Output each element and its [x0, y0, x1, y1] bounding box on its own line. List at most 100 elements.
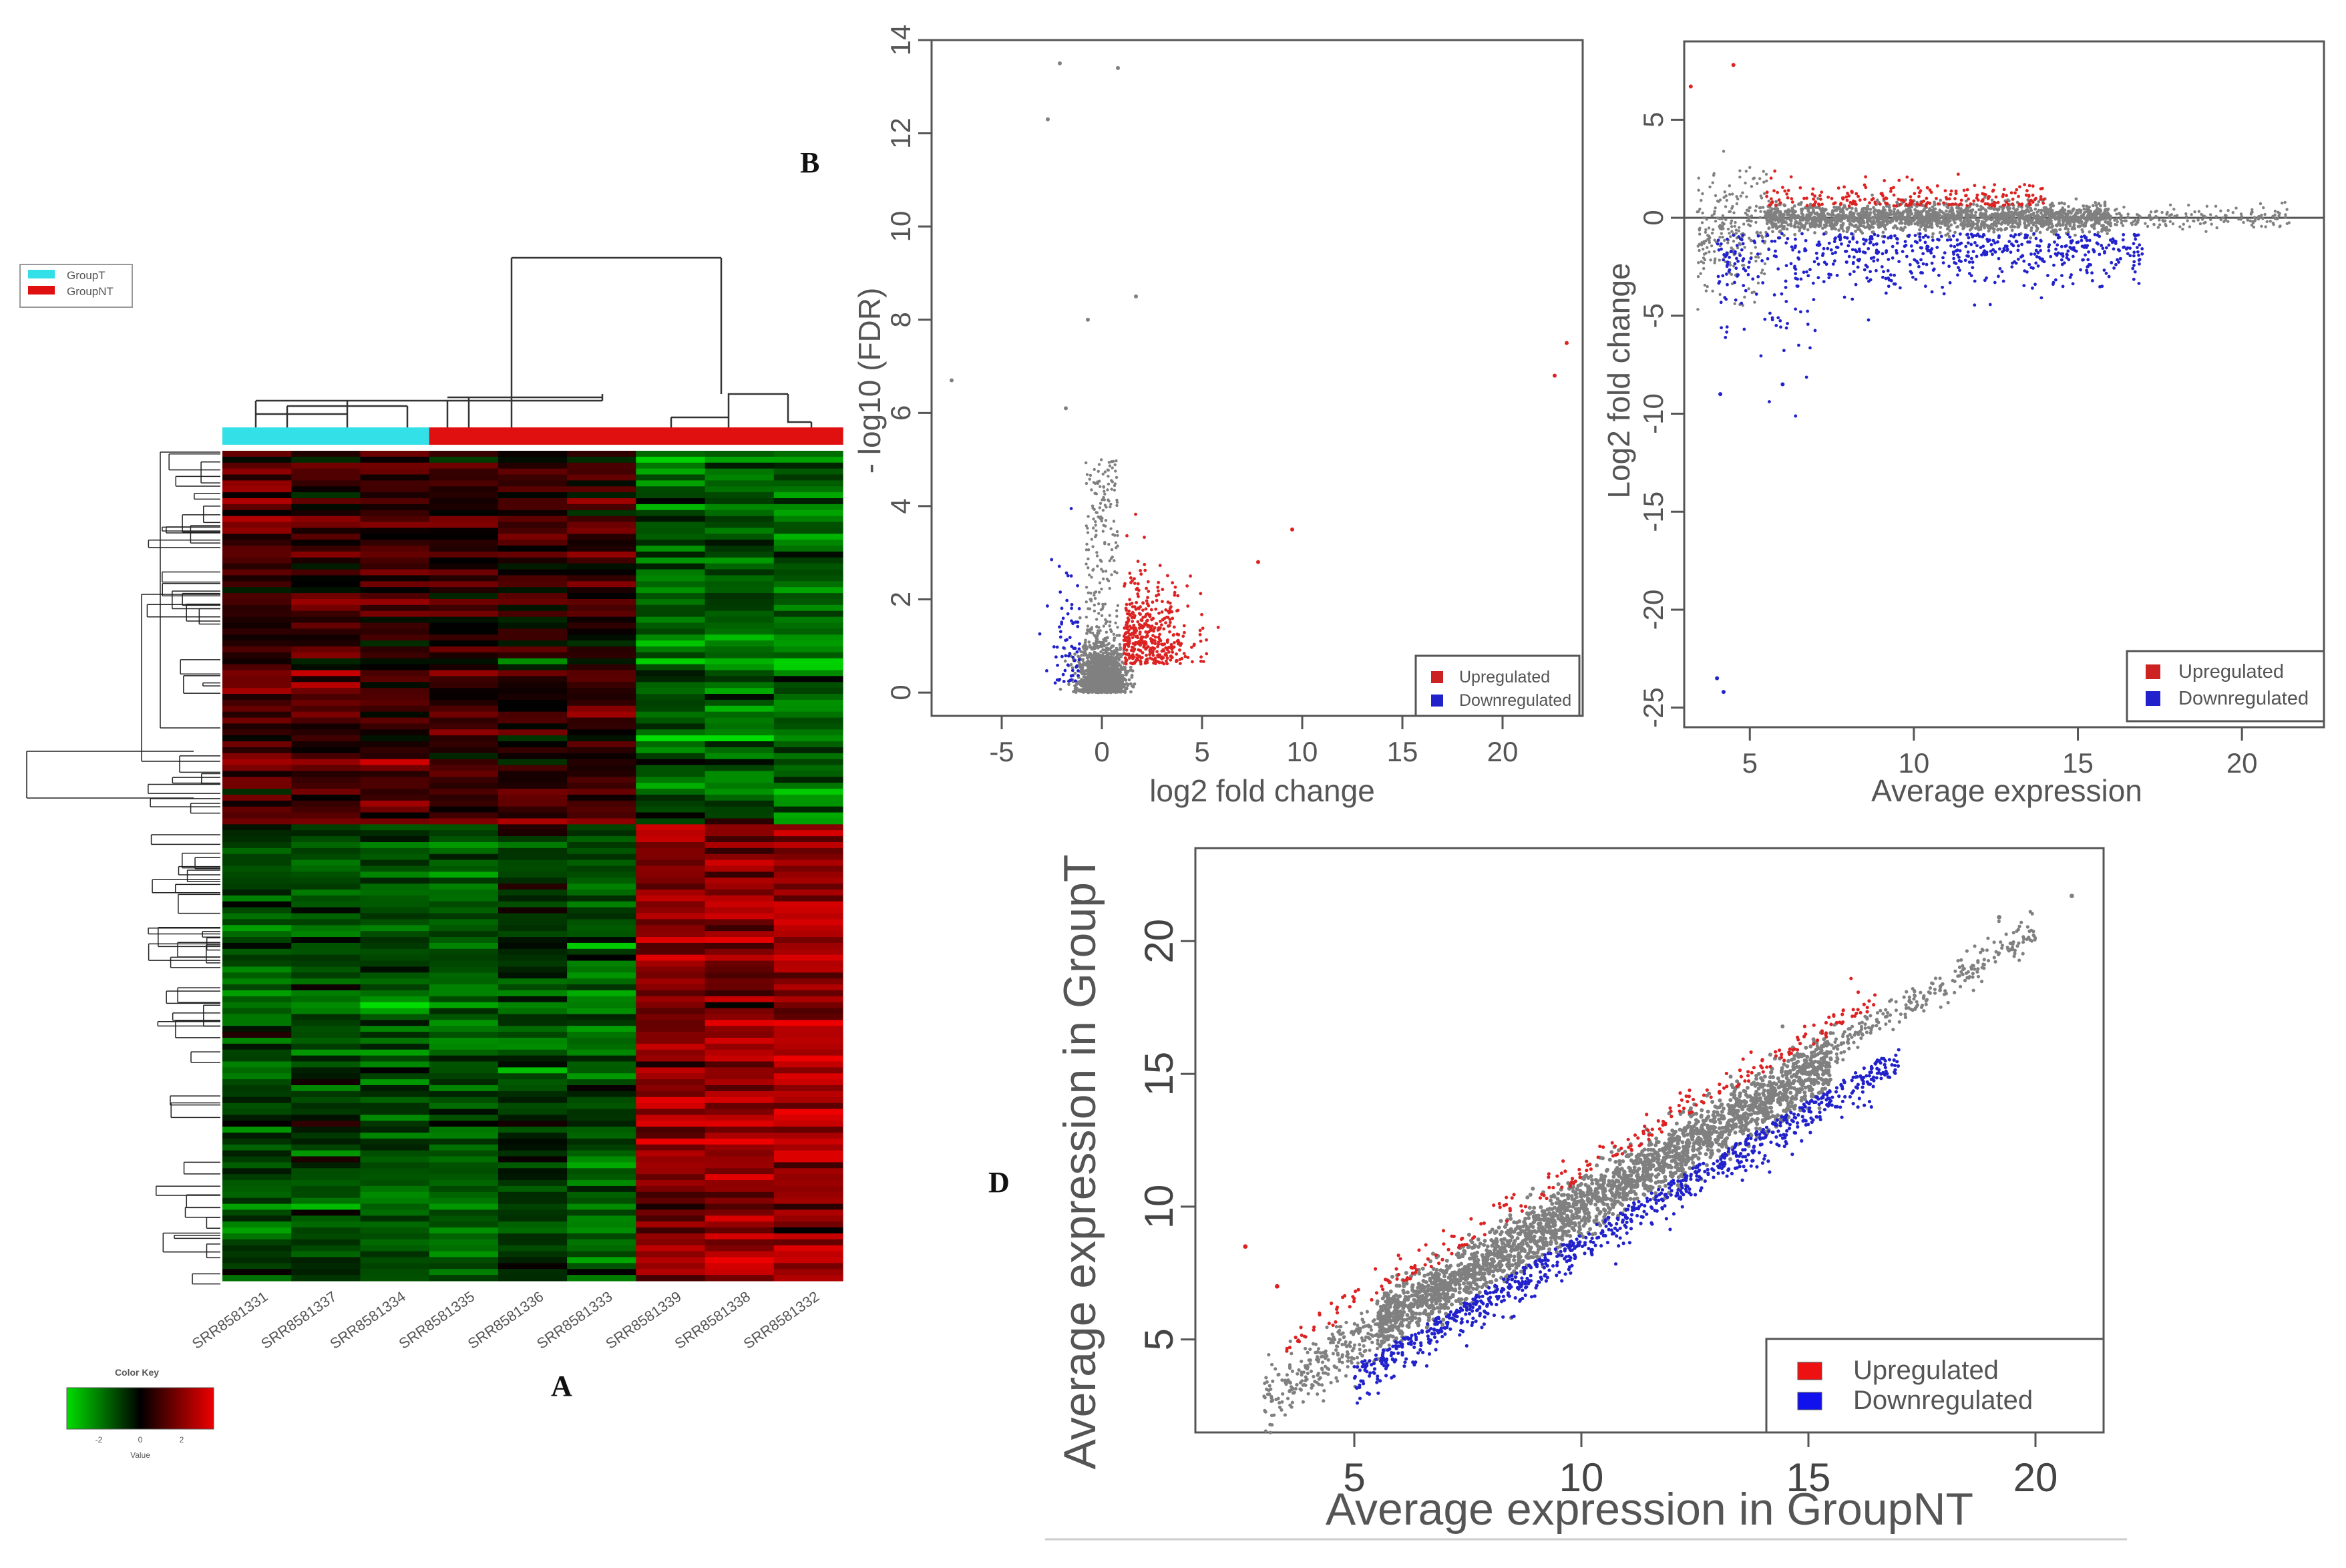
- heatmap-cell: [360, 581, 430, 588]
- data-point: [1950, 206, 1954, 210]
- dendrogram-branch: [152, 879, 220, 894]
- heatmap-cell: [567, 1115, 636, 1121]
- heatmap-cell: [705, 907, 775, 914]
- heatmap-cell: [429, 1150, 499, 1157]
- heatmap-cell: [705, 699, 775, 707]
- heatmap-cell: [773, 913, 843, 920]
- data-point: [1101, 684, 1105, 687]
- legend-swatch-down: [1431, 695, 1443, 707]
- heatmap-cell: [360, 646, 430, 653]
- data-point: [1115, 664, 1119, 668]
- heatmap-cell: [429, 699, 499, 707]
- data-point: [1103, 674, 1106, 678]
- heatmap-cell: [498, 1115, 568, 1121]
- heatmap-cell: [360, 516, 430, 523]
- heatmap-cell: [291, 824, 361, 831]
- heatmap-cell: [773, 1008, 843, 1015]
- data-point: [1136, 560, 1140, 563]
- heatmap-cell: [291, 1133, 361, 1139]
- data-point: [1871, 193, 1874, 197]
- data-point: [1849, 222, 1852, 226]
- data-point: [1113, 559, 1116, 562]
- data-point: [1822, 223, 1826, 227]
- data-point: [1117, 634, 1121, 637]
- heatmap-cell: [360, 925, 430, 932]
- column-dendrogram: [254, 256, 813, 427]
- heatmap-cell: [636, 1073, 706, 1080]
- heatmap-cell: [498, 1168, 568, 1175]
- heatmap-cell: [705, 492, 775, 499]
- heatmap-cell: [360, 551, 430, 558]
- data-point: [1146, 624, 1150, 628]
- heatmap-cell: [429, 1180, 499, 1187]
- heatmap-cell: [567, 800, 636, 807]
- heatmap-cell: [222, 462, 292, 469]
- dendrogram-branch: [186, 603, 220, 622]
- data-point: [2103, 200, 2107, 204]
- data-point: [1092, 526, 1095, 530]
- heatmap-cell: [429, 717, 499, 725]
- heatmap-cell: [291, 1014, 361, 1020]
- data-point: [1083, 684, 1087, 688]
- ma-points: [1684, 63, 2324, 695]
- data-point: [1103, 470, 1107, 473]
- data-point: [1123, 626, 1127, 630]
- heatmap-cell: [636, 575, 706, 582]
- data-point: [1082, 669, 1086, 673]
- heatmap-cell: [773, 1197, 843, 1205]
- heatmap-cell: [291, 540, 361, 546]
- heatmap-cell: [567, 771, 636, 777]
- heatmap-cell: [291, 504, 361, 511]
- data-point: [1125, 612, 1129, 616]
- heatmap-cell: [705, 1115, 775, 1121]
- heatmap-cell: [429, 1055, 499, 1062]
- data-point: [2082, 207, 2086, 211]
- heatmap-cell: [773, 1133, 843, 1139]
- heatmap-cell: [222, 895, 292, 902]
- heatmap-cell: [360, 604, 430, 612]
- heatmap-cell: [567, 1067, 636, 1074]
- heatmap-cell: [567, 528, 636, 534]
- dendrogram-branch: [162, 1232, 220, 1253]
- heatmap-cell: [291, 1174, 361, 1181]
- data-point: [1135, 653, 1139, 656]
- heatmap-cell: [567, 960, 636, 968]
- heatmap-cell: [429, 948, 499, 956]
- data-point: [1087, 607, 1090, 610]
- heatmap-cell: [429, 800, 499, 807]
- heatmap-cell: [291, 451, 361, 457]
- heatmap-cell: [291, 1245, 361, 1252]
- heatmap-cell: [773, 575, 843, 582]
- heatmap-cell: [498, 1263, 568, 1269]
- data-point: [1148, 649, 1152, 652]
- heatmap-cell: [291, 942, 361, 950]
- data-point: [1061, 616, 1065, 620]
- heatmap-cell: [498, 1233, 568, 1240]
- data-point: [1182, 652, 1186, 655]
- data-point: [1166, 609, 1170, 613]
- heatmap-cell: [222, 1269, 292, 1276]
- heatmap-cell: [360, 1115, 430, 1121]
- data-point: [1918, 228, 1921, 232]
- data-point: [1198, 628, 1202, 632]
- data-point: [1119, 655, 1123, 658]
- data-point: [2010, 228, 2014, 232]
- heatmap-cell: [773, 622, 843, 629]
- data-point: [1106, 488, 1109, 492]
- color-key-tick: 2: [180, 1435, 184, 1444]
- heatmap-cell: [222, 575, 292, 582]
- heatmap-cell: [360, 753, 430, 760]
- data-point: [1926, 218, 1929, 222]
- data-point: [1115, 634, 1119, 637]
- data-point: [1168, 630, 1171, 634]
- heatmap-cell: [360, 1032, 430, 1038]
- data-point: [1121, 680, 1125, 684]
- heatmap-cell: [705, 1168, 775, 1175]
- heatmap-cell: [429, 859, 499, 867]
- dendrogram-branch: [182, 852, 220, 869]
- data-point: [1071, 655, 1075, 659]
- data-point: [1046, 117, 1050, 122]
- data-point: [1074, 679, 1077, 683]
- heatmap-cell: [567, 486, 636, 493]
- heatmap-cell: [498, 1133, 568, 1139]
